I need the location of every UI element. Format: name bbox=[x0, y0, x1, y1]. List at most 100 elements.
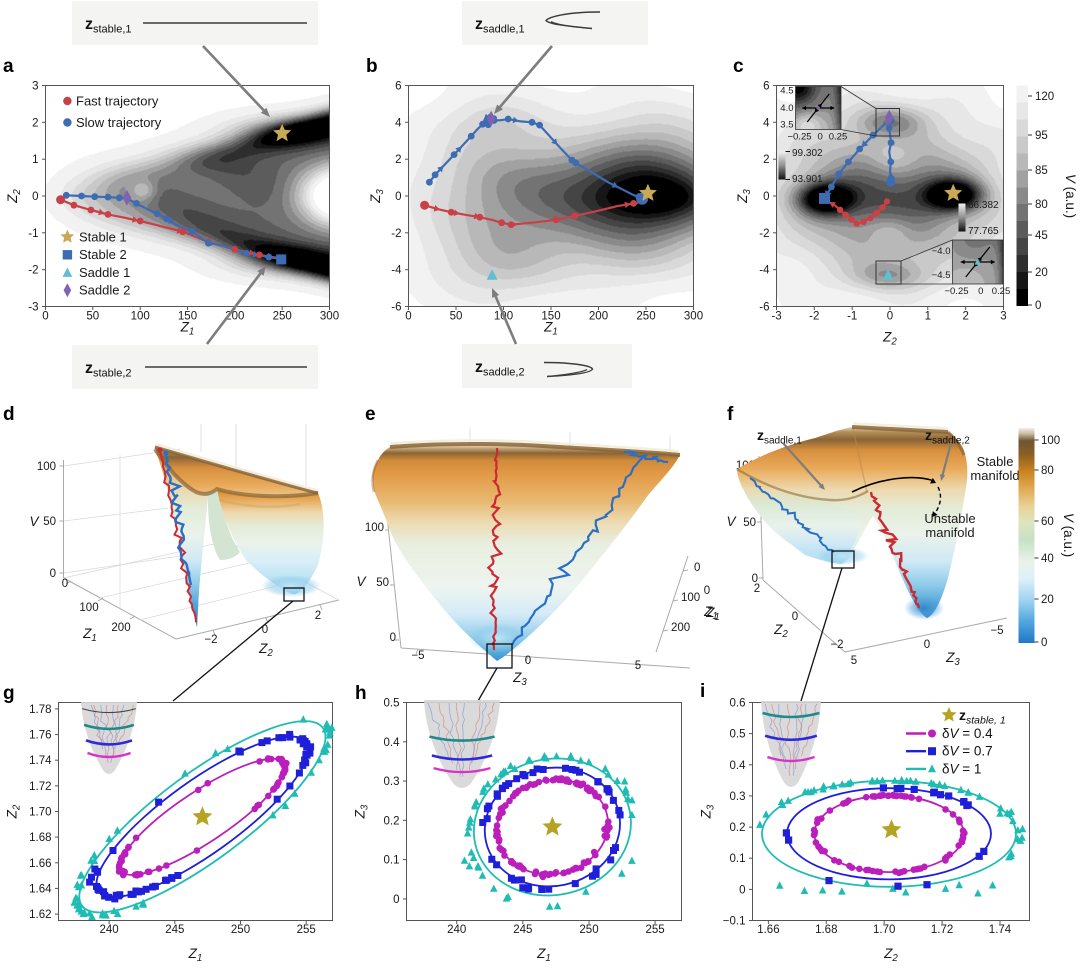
svg-text:0: 0 bbox=[924, 639, 930, 651]
svg-text:δV = 1: δV = 1 bbox=[942, 761, 981, 776]
svg-text:Stable 1: Stable 1 bbox=[79, 229, 127, 244]
svg-text:1: 1 bbox=[32, 154, 38, 166]
svg-text:0.3: 0.3 bbox=[384, 776, 400, 788]
svg-text:200: 200 bbox=[671, 622, 690, 634]
svg-text:60: 60 bbox=[1041, 516, 1054, 528]
svg-text:5: 5 bbox=[635, 660, 641, 672]
svg-text:100: 100 bbox=[365, 522, 384, 534]
svg-text:V: V bbox=[29, 514, 40, 529]
svg-text:255: 255 bbox=[297, 924, 316, 936]
svg-text:b: b bbox=[366, 56, 378, 77]
svg-text:45: 45 bbox=[1035, 230, 1048, 242]
svg-text:0: 0 bbox=[1041, 637, 1047, 649]
svg-text:f: f bbox=[727, 404, 734, 425]
svg-text:86.382: 86.382 bbox=[968, 200, 999, 211]
svg-text:0.4: 0.4 bbox=[384, 737, 401, 749]
svg-text:−5: −5 bbox=[990, 625, 1003, 637]
svg-text:Fast trajectory: Fast trajectory bbox=[76, 94, 159, 109]
svg-text:20: 20 bbox=[1041, 594, 1054, 606]
svg-text:0: 0 bbox=[818, 132, 823, 143]
svg-text:80: 80 bbox=[1035, 199, 1048, 211]
svg-text:100: 100 bbox=[131, 311, 150, 323]
svg-text:2: 2 bbox=[395, 154, 401, 166]
svg-text:93.901: 93.901 bbox=[792, 174, 823, 185]
svg-text:-4: -4 bbox=[391, 265, 402, 277]
svg-text:0: 0 bbox=[694, 562, 700, 574]
svg-text:250: 250 bbox=[636, 311, 655, 323]
svg-text:a: a bbox=[3, 56, 14, 77]
svg-text:250: 250 bbox=[231, 924, 250, 936]
svg-text:2: 2 bbox=[32, 117, 38, 129]
svg-text:0: 0 bbox=[393, 894, 399, 906]
svg-text:0.6: 0.6 bbox=[730, 698, 746, 710]
svg-text:0: 0 bbox=[704, 585, 710, 597]
svg-text:-2: -2 bbox=[809, 311, 819, 323]
svg-text:0: 0 bbox=[792, 611, 798, 623]
svg-text:−5: −5 bbox=[411, 650, 424, 662]
svg-text:-2: -2 bbox=[759, 228, 769, 240]
svg-text:300: 300 bbox=[320, 311, 339, 323]
svg-text:g: g bbox=[3, 683, 15, 704]
svg-text:50: 50 bbox=[43, 516, 56, 528]
svg-text:2: 2 bbox=[754, 583, 760, 595]
svg-text:−2: −2 bbox=[830, 639, 843, 651]
svg-text:−4.5: −4.5 bbox=[932, 270, 951, 281]
svg-text:0.2: 0.2 bbox=[384, 815, 400, 827]
svg-text:0: 0 bbox=[62, 578, 68, 590]
svg-text:-3: -3 bbox=[771, 311, 781, 323]
svg-text:40: 40 bbox=[1041, 553, 1054, 565]
svg-text:d: d bbox=[3, 404, 15, 425]
svg-text:80: 80 bbox=[1041, 465, 1054, 477]
svg-text:0: 0 bbox=[525, 655, 531, 667]
svg-text:100: 100 bbox=[1041, 435, 1060, 447]
svg-text:250: 250 bbox=[579, 924, 598, 936]
svg-text:-3: -3 bbox=[28, 302, 38, 314]
svg-text:300: 300 bbox=[684, 311, 703, 323]
svg-text:−4.0: −4.0 bbox=[932, 246, 951, 257]
svg-text:20: 20 bbox=[1035, 267, 1048, 279]
svg-text:-2: -2 bbox=[391, 228, 401, 240]
svg-text:V: V bbox=[356, 574, 367, 589]
svg-text:99.302: 99.302 bbox=[792, 148, 823, 159]
svg-text:0: 0 bbox=[395, 191, 401, 203]
svg-text:4: 4 bbox=[395, 117, 402, 129]
svg-text:50: 50 bbox=[743, 517, 756, 529]
svg-text:0.3: 0.3 bbox=[730, 791, 746, 803]
svg-text:1.74: 1.74 bbox=[989, 924, 1012, 936]
svg-text:0: 0 bbox=[405, 311, 411, 323]
svg-text:1.66: 1.66 bbox=[757, 924, 779, 936]
svg-text:-6: -6 bbox=[759, 302, 769, 314]
svg-text:Stable 2: Stable 2 bbox=[79, 247, 127, 262]
svg-text:Stable: Stable bbox=[977, 454, 1014, 469]
svg-text:0: 0 bbox=[752, 573, 758, 585]
svg-text:100: 100 bbox=[681, 592, 700, 604]
svg-text:1.70: 1.70 bbox=[873, 924, 895, 936]
svg-text:0.5: 0.5 bbox=[384, 698, 400, 710]
svg-text:0: 0 bbox=[978, 286, 983, 297]
svg-text:0.1: 0.1 bbox=[384, 855, 400, 867]
svg-text:1.66: 1.66 bbox=[29, 858, 51, 870]
svg-text:150: 150 bbox=[178, 311, 197, 323]
svg-text:1.72: 1.72 bbox=[931, 924, 953, 936]
svg-text:50: 50 bbox=[450, 311, 463, 323]
svg-text:5: 5 bbox=[851, 655, 857, 667]
svg-text:6: 6 bbox=[395, 81, 401, 93]
svg-text:-4: -4 bbox=[759, 265, 770, 277]
svg-text:manifold: manifold bbox=[970, 468, 1019, 483]
svg-text:−0.25: −0.25 bbox=[787, 132, 811, 143]
svg-text:0: 0 bbox=[763, 191, 769, 203]
svg-text:V: V bbox=[726, 514, 737, 529]
svg-text:δV = 0.7: δV = 0.7 bbox=[942, 744, 993, 759]
svg-text:−2: −2 bbox=[204, 634, 217, 646]
svg-text:Saddle 1: Saddle 1 bbox=[79, 265, 130, 280]
svg-text:-2: -2 bbox=[28, 265, 38, 277]
svg-text:85: 85 bbox=[1035, 165, 1048, 177]
svg-text:2: 2 bbox=[315, 610, 321, 622]
svg-text:1: 1 bbox=[925, 311, 931, 323]
svg-text:0: 0 bbox=[262, 624, 268, 636]
svg-text:240: 240 bbox=[447, 924, 466, 936]
svg-text:3: 3 bbox=[1000, 311, 1006, 323]
svg-text:1.64: 1.64 bbox=[29, 883, 52, 895]
svg-text:−0.1: −0.1 bbox=[723, 916, 746, 928]
svg-text:0.25: 0.25 bbox=[829, 132, 848, 143]
